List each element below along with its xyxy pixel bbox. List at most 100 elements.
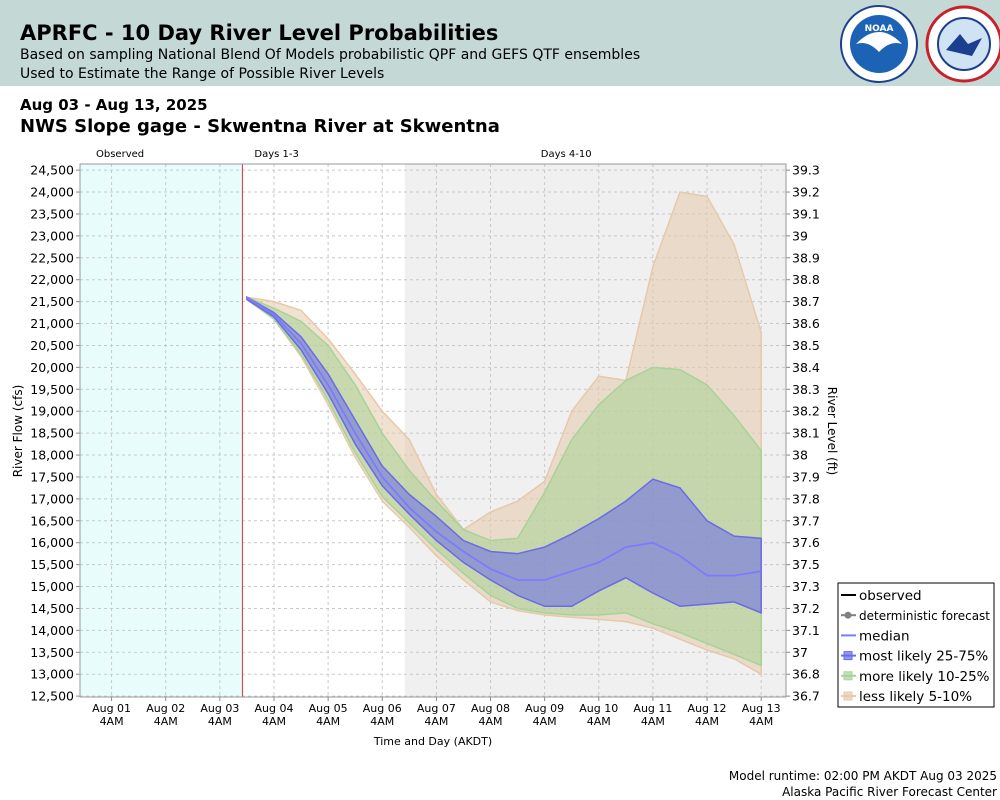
subtitle: Based on sampling National Blend Of Mode…	[20, 47, 640, 63]
y2-tick-label: 39.2	[792, 185, 820, 200]
x-tick-label: Aug 01 4AM	[92, 702, 131, 728]
legend: observed deterministic forecast median most…	[837, 582, 995, 708]
runtime-note: Model runtime: 02:00 PM AKDT Aug 03 2025	[729, 769, 997, 783]
legend-swatch	[843, 651, 853, 661]
y-tick-label: 18,000	[30, 448, 74, 463]
x-tick-time: 4AM	[641, 715, 665, 728]
y-tick-label: 21,000	[30, 316, 74, 331]
x-tick-time: 4AM	[695, 715, 719, 728]
y2-tick-label: 38	[792, 448, 808, 463]
y2-tick-label: 37.2	[792, 601, 820, 616]
y2-tick-label: 38.7	[792, 294, 820, 309]
y-tick-label: 22,500	[30, 250, 74, 265]
x-tick-day: Aug 12	[688, 702, 727, 715]
y-tick-label: 20,500	[30, 338, 74, 353]
y2-tick-label: 38.5	[792, 338, 820, 353]
y2-tick-label: 37.9	[792, 469, 820, 484]
y2-tick-label: 38.6	[792, 316, 820, 331]
date-range: Aug 03 - Aug 13, 2025	[20, 96, 208, 114]
y2-tick-label: 37.8	[792, 491, 820, 506]
y2-tick-label: 38.9	[792, 250, 820, 265]
x-tick-time: 4AM	[316, 715, 340, 728]
median-line	[246, 296, 762, 581]
y-tick-label: 23,000	[30, 228, 74, 243]
legend-swatch	[843, 691, 853, 701]
legend-label: deterministic forecast	[859, 609, 990, 623]
x-tick-time: 4AM	[262, 715, 286, 728]
y2-tick-label: 38.8	[792, 272, 820, 287]
nws-logo	[925, 5, 1000, 83]
y2-tick-label: 38.3	[792, 382, 820, 397]
x-tick-day: Aug 05	[309, 702, 348, 715]
page-title: APRFC - 10 Day River Level Probabilities	[20, 21, 498, 45]
y2-tick-label: 37.3	[792, 579, 820, 594]
x-tick-label: Aug 10 4AM	[579, 702, 618, 728]
x-tick-label: Aug 11 4AM	[633, 702, 672, 728]
probability-band	[246, 295, 762, 614]
y2-tick-label: 37.6	[792, 535, 820, 550]
y-tick-label: 16,500	[30, 513, 74, 528]
region-label: Days 1-3	[254, 149, 298, 160]
y2-tick-label: 38.1	[792, 426, 820, 441]
x-tick-label: Aug 02 4AM	[146, 702, 185, 728]
y-tick-label: 19,000	[30, 404, 74, 419]
x-tick-day: Aug 08	[471, 702, 510, 715]
x-tick-day: Aug 06	[363, 702, 402, 715]
y-tick-label: 13,000	[30, 667, 74, 682]
y-tick-label: 23,500	[30, 206, 74, 221]
y2-tick-label: 38.2	[792, 404, 820, 419]
x-tick-time: 4AM	[424, 715, 448, 728]
x-tick-time: 4AM	[587, 715, 611, 728]
x-tick-day: Aug 03	[200, 702, 239, 715]
x-tick-day: Aug 01	[92, 702, 131, 715]
y-tick-label: 18,500	[30, 426, 74, 441]
x-tick-time: 4AM	[370, 715, 394, 728]
legend-label: observed	[859, 588, 922, 604]
subtitle: Used to Estimate the Range of Possible R…	[20, 66, 384, 82]
plot-area	[80, 164, 786, 697]
y-tick-label: 12,500	[30, 689, 74, 704]
y2-tick-label: 36.8	[792, 667, 820, 682]
x-tick-time: 4AM	[479, 715, 503, 728]
y2-tick-label: 37	[792, 645, 808, 660]
y2-tick-label: 37.1	[792, 623, 820, 638]
y-tick-label: 20,000	[30, 360, 74, 375]
y-tick-label: 22,000	[30, 272, 74, 287]
svg-text:NOAA: NOAA	[865, 24, 894, 34]
x-axis-label: Time and Day (AKDT)	[373, 735, 492, 748]
legend-label: median	[859, 628, 910, 644]
y-tick-label: 15,500	[30, 557, 74, 572]
x-tick-time: 4AM	[749, 715, 773, 728]
y-tick-label: 14,500	[30, 601, 74, 616]
y-tick-label: 16,000	[30, 535, 74, 550]
y-tick-label: 15,000	[30, 579, 74, 594]
x-tick-time: 4AM	[533, 715, 557, 728]
x-tick-label: Aug 12 4AM	[688, 702, 727, 728]
y2-tick-label: 39	[792, 228, 808, 243]
x-tick-label: Aug 03 4AM	[200, 702, 239, 728]
y-tick-label: 19,500	[30, 382, 74, 397]
region	[80, 164, 243, 697]
noaa-logo: NOAA	[840, 5, 918, 83]
x-tick-day: Aug 04	[254, 702, 293, 715]
y2-axis-label: River Level (ft)	[825, 387, 839, 475]
y-tick-label: 24,000	[30, 185, 74, 200]
y2-tick-label: 37.5	[792, 557, 820, 572]
x-tick-day: Aug 02	[146, 702, 185, 715]
y-tick-label: 13,500	[30, 645, 74, 660]
y2-tick-label: 38.4	[792, 360, 820, 375]
y-tick-label: 17,500	[30, 469, 74, 484]
y2-tick-label: 39.3	[792, 163, 820, 178]
legend-label: less likely 5-10%	[859, 689, 972, 705]
legend-dot	[844, 611, 852, 619]
legend-label: more likely 10-25%	[859, 669, 990, 685]
chart-title: NWS Slope gage - Skwentna River at Skwen…	[20, 116, 500, 137]
x-tick-label: Aug 05 4AM	[309, 702, 348, 728]
x-tick-day: Aug 07	[417, 702, 456, 715]
x-tick-day: Aug 13	[742, 702, 781, 715]
region-label: Days 4-10	[541, 149, 592, 160]
y2-tick-label: 36.7	[792, 689, 820, 704]
y-axis-label: River Flow (cfs)	[11, 385, 25, 478]
y-tick-label: 21,500	[30, 294, 74, 309]
